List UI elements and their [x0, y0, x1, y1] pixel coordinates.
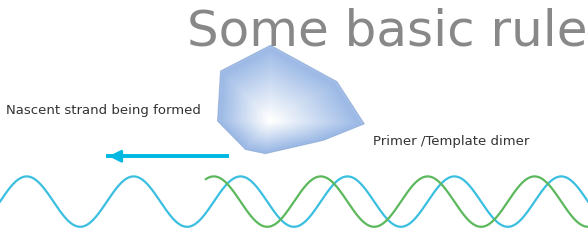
Polygon shape	[238, 74, 329, 141]
Polygon shape	[244, 83, 318, 137]
Polygon shape	[246, 87, 313, 136]
Polygon shape	[255, 99, 298, 130]
Polygon shape	[266, 115, 278, 123]
Polygon shape	[228, 60, 346, 147]
Text: Primer /Template dimer: Primer /Template dimer	[373, 135, 530, 148]
Polygon shape	[225, 56, 351, 149]
Polygon shape	[229, 61, 344, 147]
Polygon shape	[218, 45, 364, 154]
Polygon shape	[240, 78, 324, 140]
Polygon shape	[245, 85, 315, 137]
Polygon shape	[234, 69, 335, 144]
Text: Nascent strand being formed: Nascent strand being formed	[6, 104, 201, 117]
Polygon shape	[256, 101, 295, 130]
Polygon shape	[264, 112, 282, 125]
Polygon shape	[250, 92, 306, 134]
Polygon shape	[249, 90, 309, 134]
Polygon shape	[224, 54, 353, 150]
Polygon shape	[219, 47, 362, 153]
Polygon shape	[263, 110, 284, 126]
Polygon shape	[243, 81, 320, 138]
Polygon shape	[268, 117, 275, 122]
Polygon shape	[262, 108, 286, 127]
Polygon shape	[248, 88, 311, 135]
Polygon shape	[259, 105, 290, 128]
Polygon shape	[221, 51, 358, 151]
Polygon shape	[258, 103, 293, 129]
Polygon shape	[254, 98, 300, 131]
Polygon shape	[220, 49, 360, 152]
Polygon shape	[230, 63, 342, 146]
Text: Some basic rules: Some basic rules	[186, 8, 588, 55]
Polygon shape	[235, 71, 333, 143]
Polygon shape	[265, 114, 280, 124]
Polygon shape	[252, 94, 304, 133]
Polygon shape	[233, 67, 338, 144]
Polygon shape	[232, 65, 340, 145]
Polygon shape	[226, 58, 349, 148]
Polygon shape	[242, 79, 322, 139]
Polygon shape	[223, 52, 355, 150]
Polygon shape	[260, 106, 289, 127]
Polygon shape	[239, 76, 326, 140]
Polygon shape	[236, 72, 331, 142]
Polygon shape	[253, 96, 302, 132]
